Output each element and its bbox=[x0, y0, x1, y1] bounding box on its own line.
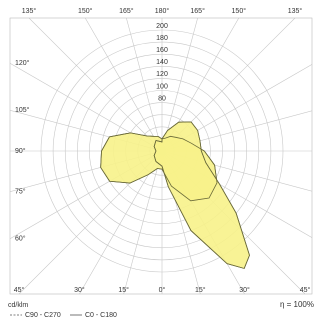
legend: C90 - C270 C0 - C180 bbox=[10, 312, 117, 319]
angle-tick-label: 165° bbox=[190, 7, 205, 15]
spoke bbox=[123, 150, 163, 294]
r-tick-label: 100 bbox=[156, 83, 168, 90]
spoke bbox=[126, 18, 163, 152]
plot: 80 100 120 140 160 180 200 180° 165° 150° 135° 120°… bbox=[14, 7, 311, 294]
angle-tick-label: 135° bbox=[288, 7, 303, 15]
angle-tick-label: 180° bbox=[155, 7, 170, 15]
efficiency: η = 100% bbox=[280, 300, 314, 309]
angle-tick-label: 30° bbox=[74, 286, 85, 294]
r-tick-label: 140 bbox=[156, 59, 168, 66]
angle-tick-label: 165° bbox=[119, 7, 134, 15]
spoke bbox=[84, 18, 163, 152]
spoke bbox=[161, 18, 198, 152]
angle-tick-label: 75° bbox=[15, 188, 26, 196]
r-tick-label: 200 bbox=[156, 23, 168, 30]
r-tick-label: 80 bbox=[158, 95, 166, 102]
intensity-outline bbox=[100, 132, 218, 202]
angle-tick-label: 150° bbox=[78, 7, 93, 15]
angle-tick-label: 45° bbox=[300, 286, 311, 294]
angle-tick-label: 15° bbox=[118, 286, 129, 294]
angle-tick-label: 135° bbox=[22, 7, 37, 15]
angle-tick-label: 15° bbox=[195, 286, 206, 294]
plot-frame bbox=[9, 17, 313, 295]
intensity-curve bbox=[153, 121, 250, 269]
r-tick-label: 120 bbox=[156, 71, 168, 78]
angle-tick-label: 0° bbox=[159, 286, 166, 294]
intensity-outline bbox=[153, 121, 250, 269]
unit-label: cd/klm bbox=[8, 302, 28, 309]
angle-tick-label: 105° bbox=[15, 106, 30, 114]
legend-label: C90 - C270 bbox=[25, 312, 61, 319]
spoke bbox=[28, 18, 163, 152]
angle-tick-label: 60° bbox=[15, 235, 26, 243]
angle-tick-label: 150° bbox=[232, 7, 247, 15]
legend-label: C0 - C180 bbox=[85, 312, 117, 319]
angle-tick-label: 90° bbox=[15, 147, 26, 155]
angle-tick-label: 120° bbox=[15, 59, 30, 67]
angle-tick-label: 30° bbox=[239, 286, 250, 294]
angle-tick-label: 45° bbox=[14, 286, 25, 294]
r-tick-label: 180 bbox=[156, 35, 168, 42]
r-tick-label: 160 bbox=[156, 47, 168, 54]
